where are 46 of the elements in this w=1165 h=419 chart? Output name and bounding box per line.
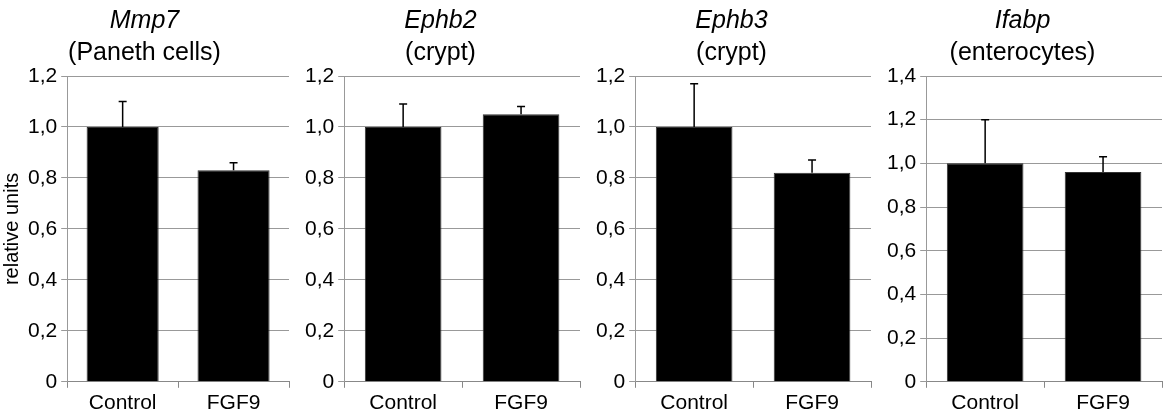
y-tick-label: 0,8 (886, 193, 917, 217)
x-tick-label: Control (369, 390, 437, 414)
chart-title: Ephb3 (695, 4, 768, 33)
y-tick-label: 1,2 (304, 62, 335, 86)
x-tick-label: FGF9 (494, 390, 548, 414)
y-tick-label: 0,6 (304, 215, 335, 239)
y-tick-label: 0 (904, 368, 917, 392)
chart-title: Ifabp (994, 4, 1051, 33)
y-tick-label: 0,6 (886, 237, 917, 261)
y-tick-label: 1,2 (595, 62, 626, 86)
chart-title: Mmp7 (109, 4, 181, 33)
y-tick-label: 1,0 (27, 113, 58, 137)
x-tick-label: Control (660, 390, 728, 414)
y-tick-label: 1,2 (886, 106, 917, 130)
y-tick-label: 0,4 (27, 266, 58, 290)
y-tick-label: 0 (45, 368, 58, 392)
y-tick-label: 1,2 (27, 62, 58, 86)
y-tick-label: 0,4 (595, 266, 626, 290)
y-tick-label: 1,0 (304, 113, 335, 137)
x-tick-label: FGF9 (1076, 390, 1130, 414)
chart-subtitle: (Paneth cells) (68, 36, 221, 65)
chart-subtitle: (crypt) (696, 36, 767, 65)
y-tick-label: 0,8 (27, 164, 58, 188)
x-tick-label: Control (951, 390, 1019, 414)
y-tick-label: 1,0 (886, 150, 917, 174)
chart-subtitle: (enterocytes) (949, 36, 1096, 65)
y-tick-label: 0,2 (886, 324, 917, 348)
y-tick-label: 1,0 (595, 113, 626, 137)
y-axis-title: relative units (0, 172, 22, 286)
y-tick-label: 0,6 (27, 215, 58, 239)
x-tick-label: FGF9 (206, 390, 261, 414)
y-tick-label: 0,2 (27, 317, 58, 341)
x-tick-label: FGF9 (785, 390, 839, 414)
chart-title: Ephb2 (404, 4, 477, 33)
y-tick-label: 0,6 (595, 215, 626, 239)
chart-subtitle: (crypt) (405, 36, 476, 65)
y-tick-label: 0,8 (595, 164, 626, 188)
x-tick-label: Control (88, 390, 157, 414)
y-tick-label: 0 (613, 368, 626, 392)
y-tick-label: 0,4 (886, 281, 917, 305)
y-tick-label: 0 (322, 368, 335, 392)
y-tick-label: 0,8 (304, 164, 335, 188)
y-tick-label: 0,2 (304, 317, 335, 341)
y-tick-label: 1,4 (886, 62, 917, 86)
y-tick-label: 0,4 (304, 266, 335, 290)
y-tick-label: 0,2 (595, 317, 626, 341)
